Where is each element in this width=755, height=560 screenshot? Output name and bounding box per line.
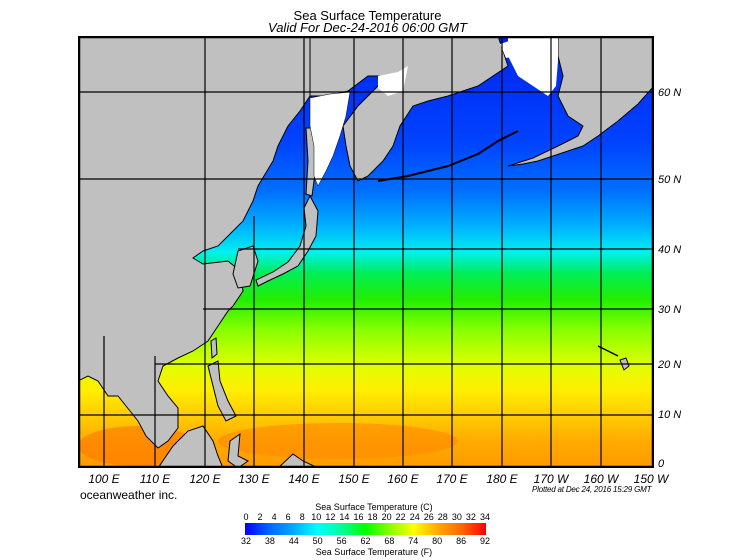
lat-label: 0	[658, 458, 665, 470]
land-taiwan	[210, 337, 218, 359]
celsius-tick: 30	[451, 512, 462, 522]
valid-time-subtitle: Valid For Dec-24-2016 06:00 GMT	[268, 20, 467, 35]
fahrenheit-tick: 74	[408, 536, 419, 546]
lon-label: 110 E	[139, 472, 171, 486]
lon-label: 150 E	[338, 472, 370, 486]
land-alaska	[507, 36, 654, 167]
celsius-tick: 18	[367, 512, 378, 522]
lon-label: 160 E	[387, 472, 419, 486]
land-newguinea	[277, 453, 319, 468]
celsius-tick: 12	[325, 512, 336, 522]
land-sulawesi	[227, 432, 249, 468]
celsius-tick: 4	[271, 512, 277, 522]
colorbar	[245, 523, 486, 535]
lon-label: 120 E	[189, 472, 221, 486]
land-philippines	[207, 360, 237, 422]
lon-label: 160 W	[583, 472, 619, 486]
fahrenheit-tick: 44	[288, 536, 299, 546]
lon-label: 170 E	[436, 472, 468, 486]
land-asia	[78, 36, 311, 449]
celsius-tick: 26	[423, 512, 434, 522]
celsius-tick: 22	[395, 512, 406, 522]
fahrenheit-tick: 38	[264, 536, 275, 546]
lat-label: 30 N	[658, 304, 682, 316]
lon-label: 100 E	[88, 472, 120, 486]
fahrenheit-tick: 56	[336, 536, 347, 546]
celsius-tick: 8	[299, 512, 305, 522]
celsius-tick: 34	[479, 512, 491, 522]
celsius-tick: 32	[465, 512, 476, 522]
colorbar-title-fahrenheit: Sea Surface Temperature (F)	[315, 547, 433, 557]
fahrenheit-tick: 50	[312, 536, 323, 546]
fahrenheit-tick: 62	[360, 536, 371, 546]
celsius-tick: 6	[285, 512, 291, 522]
lat-label: 60 N	[658, 87, 682, 99]
sea-ice-bering	[508, 36, 558, 96]
celsius-tick: 10	[311, 512, 322, 522]
lat-label: 40 N	[658, 244, 682, 256]
celsius-tick: 16	[353, 512, 364, 522]
graticule	[78, 36, 654, 468]
lat-label: 50 N	[658, 174, 682, 186]
lat-label: 20 N	[658, 359, 682, 371]
lon-label: 130 E	[238, 472, 270, 486]
lon-label: 170 W	[533, 472, 569, 486]
map-title: Sea Surface Temperature	[293, 8, 442, 23]
celsius-tick: 20	[381, 512, 392, 522]
lon-label: 150 W	[633, 472, 669, 486]
fahrenheit-tick: 32	[240, 536, 252, 546]
credit-text: oceanweather inc.	[80, 488, 178, 502]
celsius-tick: 28	[437, 512, 448, 522]
colorbar-title-celsius: Sea Surface Temperature (C)	[315, 502, 433, 512]
fahrenheit-tick: 80	[432, 536, 443, 546]
celsius-tick: 24	[409, 512, 420, 522]
map-frame	[78, 36, 654, 468]
warm-pool	[218, 423, 458, 459]
sea-ice-anadyr	[500, 38, 518, 58]
sea-ice-okhotsk-north	[378, 66, 408, 96]
plotted-timestamp: Plotted at Dec 24, 2016 15:29 GMT	[532, 485, 652, 494]
lon-label: 180 E	[486, 472, 518, 486]
lon-label: 140 E	[288, 472, 320, 486]
land-kamchatka	[309, 36, 509, 182]
fahrenheit-tick: 68	[384, 536, 395, 546]
sst-map	[78, 36, 654, 468]
lat-label: 10 N	[658, 409, 682, 421]
fahrenheit-tick: 86	[456, 536, 467, 546]
celsius-tick: 14	[339, 512, 350, 522]
celsius-tick: 2	[257, 512, 263, 522]
celsius-tick: 0	[243, 512, 249, 522]
fahrenheit-tick: 92	[479, 536, 491, 546]
land-korea	[232, 245, 259, 289]
